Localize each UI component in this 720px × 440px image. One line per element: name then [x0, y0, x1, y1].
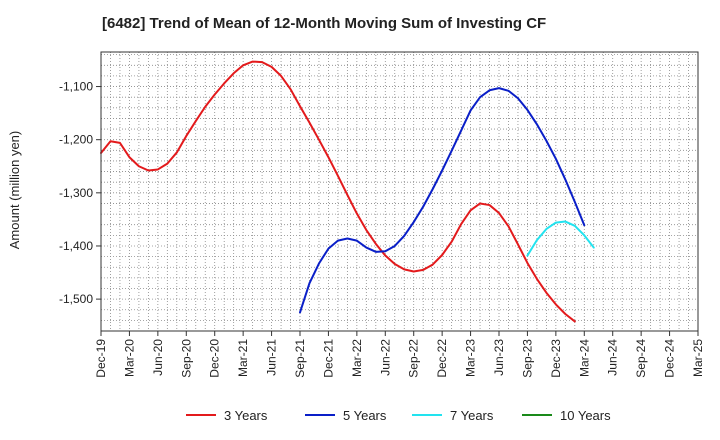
x-tick-label: Sep-24 — [634, 339, 648, 378]
legend-label-3-years: 3 Years — [224, 408, 268, 423]
x-tick-label: Dec-24 — [663, 339, 677, 378]
series-line-7-years — [526, 220, 595, 257]
x-tick-label: Sep-20 — [179, 339, 193, 378]
x-tick-label: Mar-20 — [122, 339, 136, 377]
x-tick-label: Dec-20 — [208, 339, 222, 378]
legend: 3 Years 5 Years 7 Years 10 Years — [186, 408, 611, 423]
x-tick-label: Jun-22 — [378, 339, 392, 376]
x-tick-label: Sep-21 — [293, 339, 307, 378]
legend-label-7-years: 7 Years — [450, 408, 494, 423]
x-tick-label: Jun-21 — [265, 339, 279, 376]
y-tick-label: -1,100 — [59, 80, 93, 94]
x-tick-label: Dec-21 — [321, 339, 335, 378]
x-axis-ticks: Dec-19 Mar-20 Jun-20 Sep-20 Dec-20 Mar-21 Jun-… — [94, 331, 705, 378]
y-tick-label: -1,200 — [59, 133, 93, 147]
legend-label-5-years: 5 Years — [343, 408, 387, 423]
x-tick-label: Jun-20 — [151, 339, 165, 376]
x-tick-label: Mar-23 — [464, 339, 478, 377]
legend-label-10-years: 10 Years — [560, 408, 611, 423]
x-tick-label: Jun-24 — [606, 339, 620, 376]
grid-lines — [101, 52, 698, 331]
chart-title: [6482] Trend of Mean of 12-Month Moving … — [102, 15, 546, 32]
x-tick-label: Sep-22 — [407, 339, 421, 378]
x-tick-label: Mar-25 — [691, 339, 705, 377]
x-tick-label: Dec-23 — [549, 339, 563, 378]
y-axis-ticks: -1,500 -1,400 -1,300 -1,200 -1,100 — [59, 80, 101, 306]
x-tick-label: Dec-19 — [94, 339, 108, 378]
x-tick-label: Jun-23 — [492, 339, 506, 376]
y-axis-label: Amount (million yen) — [7, 131, 22, 250]
plot-area — [101, 52, 698, 331]
plot-border — [100, 51, 699, 332]
x-tick-label: Dec-22 — [435, 339, 449, 378]
series-line-3-years — [100, 60, 576, 323]
y-tick-label: -1,400 — [59, 239, 93, 253]
series-lines — [100, 60, 595, 323]
x-tick-label: Sep-23 — [520, 339, 534, 378]
y-tick-label: -1,500 — [59, 292, 93, 306]
series-line-5-years — [299, 87, 586, 314]
x-tick-label: Mar-24 — [577, 339, 591, 377]
x-tick-label: Mar-21 — [236, 339, 250, 377]
y-tick-label: -1,300 — [59, 186, 93, 200]
x-tick-label: Mar-22 — [350, 339, 364, 377]
